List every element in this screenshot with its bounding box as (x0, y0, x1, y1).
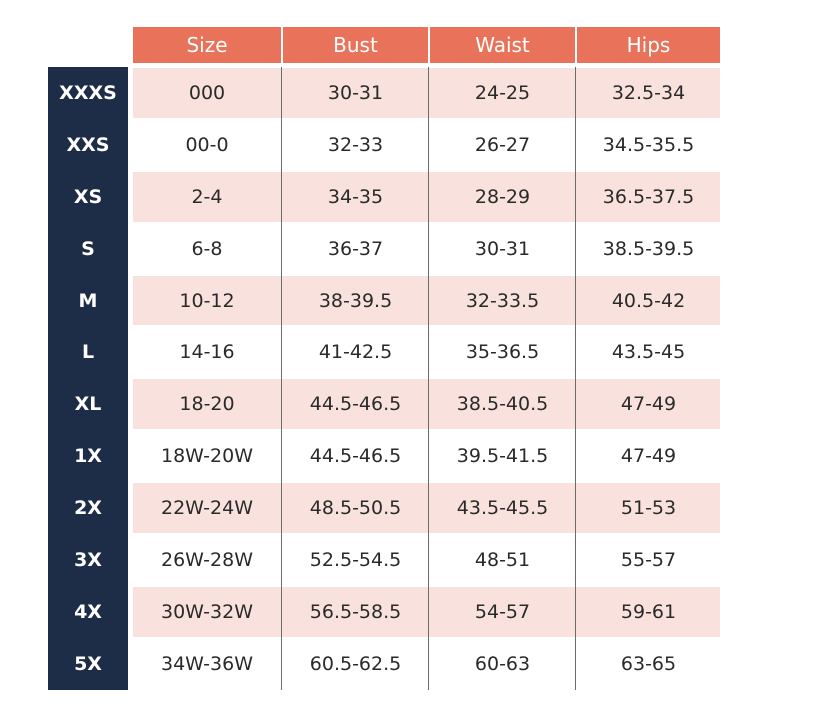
row-label: 2X (48, 482, 128, 535)
row-label: 4X (48, 586, 128, 638)
table-cell: 000 (188, 81, 226, 104)
row-label: XXS (48, 118, 128, 171)
row-band (133, 379, 720, 430)
table-cell: 60.5-62.5 (309, 652, 402, 675)
table-cell: 36.5-37.5 (602, 185, 695, 208)
table-cell: 38.5-39.5 (602, 237, 695, 260)
row-band (133, 171, 720, 222)
table-cell: 48.5-50.5 (309, 497, 402, 520)
table-cell: 32-33 (327, 133, 384, 156)
table-cell: 24-25 (474, 81, 531, 104)
table-cell: 28-29 (474, 185, 531, 208)
table-cell: 34.5-35.5 (602, 133, 695, 156)
table-cell: 6-8 (191, 237, 223, 260)
table-cell: 47-49 (620, 393, 677, 416)
table-cell: 52.5-54.5 (309, 549, 402, 572)
column-header: Bust (283, 27, 428, 63)
table-cell: 47-49 (620, 445, 677, 468)
row-label: 5X (48, 637, 128, 690)
table-cell: 14-16 (179, 341, 235, 364)
table-cell: 41-42.5 (318, 341, 393, 364)
table-cell: 38.5-40.5 (456, 393, 549, 416)
table-cell: 54-57 (474, 600, 531, 623)
table-cell: 34W-36W (160, 652, 253, 675)
table-cell: 32-33.5 (465, 289, 540, 312)
table-cell: 39.5-41.5 (456, 445, 549, 468)
table-cell: 51-53 (620, 497, 677, 520)
table-cell: 40.5-42 (611, 289, 686, 312)
table-cell: 43.5-45.5 (456, 497, 549, 520)
row-label: XS (48, 170, 128, 223)
table-cell: 30-31 (474, 237, 531, 260)
column-header: Waist (430, 27, 575, 63)
table-cell: 63-65 (620, 652, 677, 675)
column-divider (428, 67, 429, 690)
column-divider (575, 67, 576, 690)
table-cell: 43.5-45 (611, 341, 686, 364)
row-band (133, 68, 720, 118)
row-label: 1X (48, 430, 128, 483)
table-cell: 32.5-34 (611, 81, 686, 104)
row-label: M (48, 274, 128, 327)
row-label: L (48, 326, 128, 379)
row-label: XXXS (48, 67, 128, 119)
column-header: Size (133, 27, 281, 63)
table-cell: 60-63 (474, 652, 531, 675)
table-cell: 36-37 (327, 237, 384, 260)
table-cell: 18-20 (179, 393, 235, 416)
table-cell: 55-57 (620, 549, 677, 572)
row-band (133, 275, 720, 326)
table-cell: 44.5-46.5 (309, 445, 402, 468)
row-label: XL (48, 378, 128, 431)
row-band (133, 483, 720, 534)
table-cell: 2-4 (191, 185, 223, 208)
table-cell: 56.5-58.5 (309, 600, 402, 623)
row-label: S (48, 222, 128, 275)
table-cell: 48-51 (474, 549, 531, 572)
table-cell: 00-0 (185, 133, 229, 156)
table-cell: 30-31 (327, 81, 384, 104)
table-cell: 35-36.5 (465, 341, 540, 364)
table-cell: 26W-28W (160, 549, 253, 572)
table-cell: 59-61 (620, 600, 677, 623)
table-cell: 22W-24W (160, 497, 253, 520)
table-cell: 34-35 (327, 185, 384, 208)
table-cell: 26-27 (474, 133, 531, 156)
table-cell: 44.5-46.5 (309, 393, 402, 416)
row-label: 3X (48, 534, 128, 586)
table-cell: 10-12 (179, 289, 235, 312)
row-band (133, 587, 720, 637)
table-cell: 30W-32W (160, 600, 253, 623)
column-header: Hips (577, 27, 720, 63)
table-cell: 18W-20W (160, 445, 253, 468)
table-cell: 38-39.5 (318, 289, 393, 312)
column-divider (281, 67, 282, 690)
